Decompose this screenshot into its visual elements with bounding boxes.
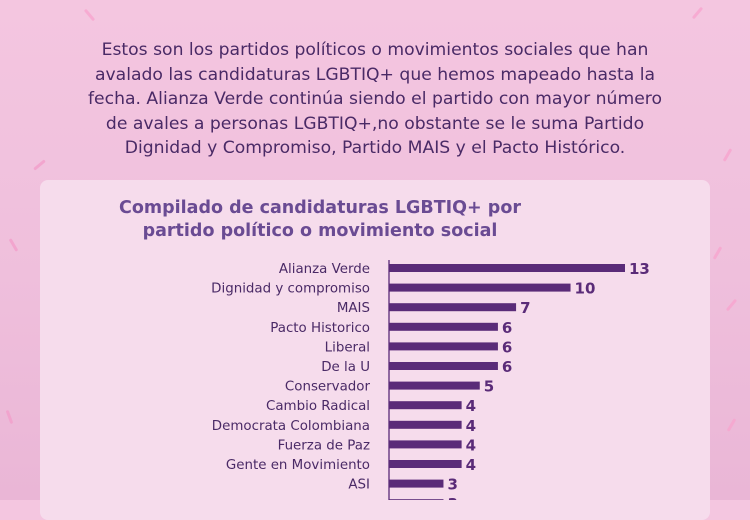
category-label: MAIS	[337, 301, 370, 316]
intro-line: Dignidad y Compromiso, Partido MAIS y el…	[124, 138, 626, 158]
intro-paragraph: Estos son los partidos políticos o movim…	[40, 38, 710, 161]
bar	[389, 342, 498, 351]
category-label: Pacto Historico	[270, 321, 370, 336]
category-label: Dignidad y compromiso	[211, 282, 370, 297]
value-label: 6	[502, 338, 512, 356]
value-label: 4	[466, 456, 476, 474]
value-label: 4	[466, 436, 476, 454]
bar	[389, 420, 462, 429]
bar	[389, 322, 498, 331]
bar	[389, 381, 480, 390]
value-label: 6	[502, 358, 512, 376]
bar	[389, 401, 462, 410]
bar-chart: Alianza Verde 13 Dignidad y compromiso 10 MA…	[211, 260, 650, 500]
value-label: 4	[466, 397, 476, 415]
bar	[389, 440, 462, 449]
bar	[389, 283, 571, 292]
bar	[389, 264, 625, 272]
chart-title: Compilado de candidaturas LGBTIQ+ por pa…	[40, 197, 600, 243]
value-label: 10	[575, 280, 596, 298]
value-label: 7	[520, 299, 530, 317]
value-label: 5	[484, 378, 494, 396]
value-label: 6	[502, 319, 512, 337]
category-label: Gente en Movimiento	[226, 458, 370, 473]
intro-line: fecha. Alianza Verde continúa siendo el …	[88, 89, 662, 109]
intro-line: Estos son los partidos políticos o movim…	[101, 40, 649, 60]
bar	[389, 479, 444, 488]
category-label: Conservador	[285, 380, 371, 395]
value-label: 13	[629, 260, 650, 278]
bar	[389, 362, 498, 370]
chart-title-line: partido político o movimiento social	[142, 221, 498, 241]
chart-title-line: Compilado de candidaturas LGBTIQ+ por	[119, 198, 521, 218]
intro-line: avalado las candidaturas LGBTIQ+ que hem…	[94, 64, 656, 85]
category-label: Democrata Colombiana	[212, 419, 370, 434]
category-label: Cambio Radical	[266, 399, 370, 414]
category-label: De la U	[321, 360, 370, 375]
value-label: 3	[447, 476, 457, 494]
intro-line: de avales a personas LGBTIQ+,no obstante…	[105, 113, 645, 134]
chart-card	[40, 180, 710, 520]
category-label: Liberal	[325, 340, 370, 355]
category-label: ASI	[348, 478, 370, 493]
bar	[389, 303, 517, 312]
value-label: 4	[466, 417, 476, 435]
category-label: Alianza Verde	[279, 262, 370, 277]
category-label: Fuerza de Paz	[278, 438, 370, 453]
bar	[389, 460, 462, 468]
value-label: 3	[447, 495, 457, 500]
